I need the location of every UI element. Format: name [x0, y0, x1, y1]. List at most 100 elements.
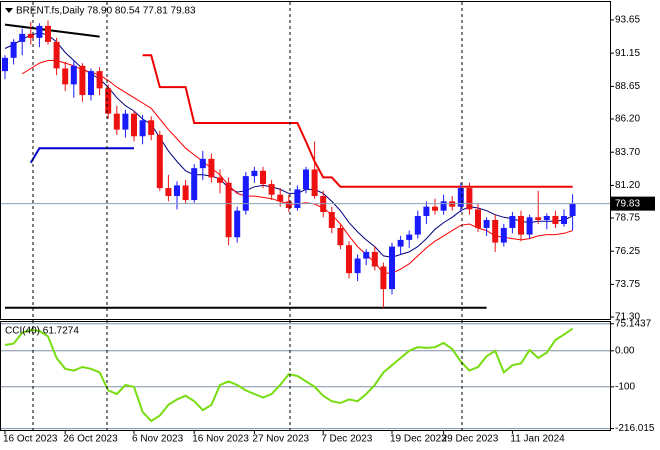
candle-body [45, 25, 51, 42]
price-label-box [611, 196, 655, 211]
y-tick-label: 86.20 [615, 114, 640, 125]
candle-body [277, 194, 284, 202]
candle-body [526, 217, 533, 235]
candle-body [156, 134, 163, 189]
candle-body [328, 212, 335, 228]
y-tick-label: -216.015 [615, 423, 655, 434]
candle-body [397, 239, 404, 247]
cci-frame [0, 321, 611, 431]
candle-body [70, 65, 77, 85]
candle-body [389, 246, 395, 290]
candle-body [569, 203, 576, 216]
candle-body [311, 169, 318, 197]
candle-body [182, 185, 189, 201]
candle-body [414, 215, 421, 235]
candle-body [53, 41, 60, 69]
x-tick-label: 7 Dec 2023 [321, 434, 373, 445]
x-tick-label: 29 Dec 2023 [442, 434, 499, 445]
candle-body [131, 113, 137, 137]
candle-body [500, 227, 507, 243]
candle-body [303, 169, 309, 190]
candle-body [148, 120, 155, 135]
y-tick-label: 91.15 [615, 48, 640, 59]
candle-body [346, 245, 352, 274]
candle-body [483, 219, 490, 228]
candle-body [242, 176, 249, 211]
x-tick-label: 27 Nov 2023 [252, 434, 309, 445]
candle-body [509, 215, 516, 228]
main-title: BRENT.fs,Daily 78.90 80.54 77.81 79.83 [16, 6, 196, 17]
y-tick-label: 76.25 [615, 246, 640, 257]
candle-body [174, 185, 180, 197]
candle-body [79, 65, 86, 96]
candle-body [225, 182, 232, 238]
candle-body [27, 33, 34, 38]
candle-body [122, 113, 129, 130]
candle-body [191, 168, 198, 201]
candle-body [251, 170, 258, 177]
plot-layers: 93.65 91.15 88.65 86.20 83.70 81.20 78.75 76.25… [1, 15, 655, 445]
menu-triangle [5, 8, 13, 13]
candle-body [354, 258, 361, 274]
candle-body [552, 215, 559, 224]
indicator-line [142, 54, 573, 188]
candle-body [268, 184, 275, 195]
candle-body [208, 158, 215, 178]
candle-body [440, 201, 447, 211]
x-tick-label: 6 Nov 2023 [132, 434, 184, 445]
y-tick-label: -100 [615, 381, 635, 392]
trend-line [4, 23, 100, 38]
candle-body [380, 266, 387, 290]
candle-body [199, 158, 206, 169]
y-tick-label: 83.70 [615, 147, 640, 158]
candle-body [2, 57, 8, 72]
candle-body [217, 177, 223, 183]
candle-body [139, 120, 146, 137]
candle-body [10, 41, 17, 58]
candle-body [466, 188, 473, 210]
candle-body [432, 206, 438, 211]
main-frame [0, 1, 611, 320]
y-tick-label: 71.30 [615, 312, 640, 323]
candle-body [543, 215, 550, 220]
candle-body [165, 188, 172, 197]
candle-body [113, 113, 120, 130]
candle-body [457, 188, 464, 207]
x-tick-label: 26 Oct 2023 [63, 434, 118, 445]
candle-body [234, 210, 241, 238]
cci-line [4, 327, 574, 423]
trend-line [29, 147, 134, 164]
y-tick-label: 78.75 [615, 213, 640, 224]
candle-body [105, 88, 112, 114]
x-tick-label: 19 Dec 2023 [390, 434, 447, 445]
candle-body [62, 68, 69, 85]
x-tick-label: 11 Jan 2024 [510, 434, 565, 445]
candle-body [294, 189, 301, 209]
x-tick-label: 16 Nov 2023 [192, 434, 249, 445]
candle-body [423, 206, 430, 216]
y-tick-label: 88.65 [615, 81, 640, 92]
candle-body [492, 219, 499, 243]
candle-body [260, 170, 266, 185]
candle-body [96, 71, 103, 89]
candle-body [371, 251, 378, 267]
candle-body [406, 234, 413, 240]
y-tick-label: 81.20 [615, 180, 640, 191]
y-tick-label: 73.75 [615, 279, 640, 290]
candle-body [561, 215, 567, 224]
candle-body [285, 201, 292, 209]
candle-body [518, 215, 524, 235]
candle-body [475, 209, 481, 228]
candle-body [36, 25, 43, 38]
y-tick-label: 0.00 [615, 345, 635, 356]
period-separators [32, 2, 463, 430]
price-label: 79.83 [615, 198, 640, 209]
y-tick-label: 93.65 [615, 15, 640, 26]
y-tick-label: 75.1437 [615, 318, 652, 329]
candle-body [337, 227, 344, 246]
candle-body [19, 33, 26, 42]
candle-body [363, 251, 370, 259]
x-tick-label: 16 Oct 2023 [3, 434, 58, 445]
candle-body [535, 217, 542, 220]
